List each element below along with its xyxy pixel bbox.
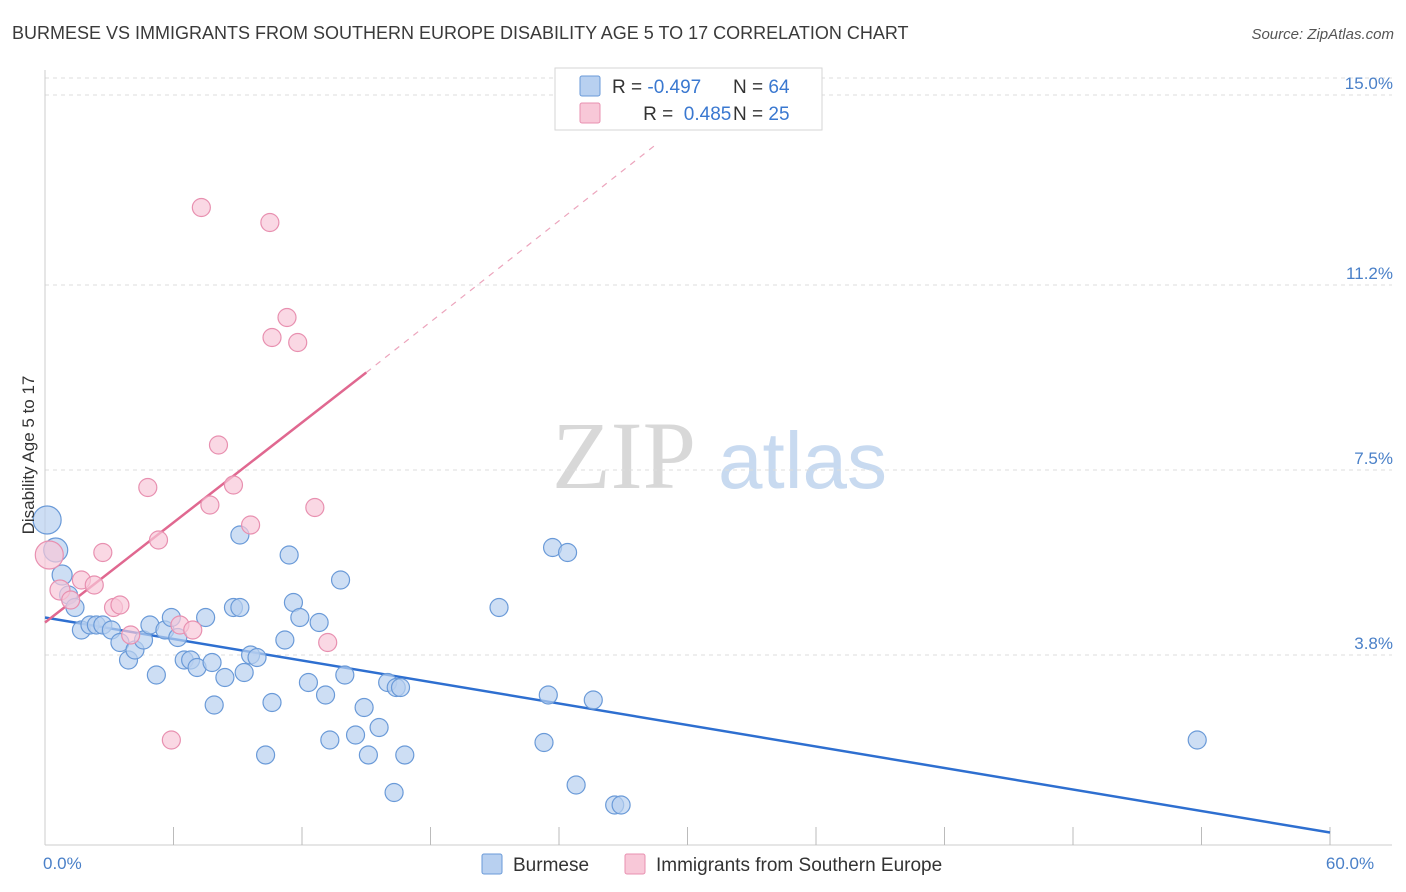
y-tick-label: 15.0%	[1345, 74, 1393, 93]
point-burmese	[255, 745, 276, 765]
trend-line-southern-europe	[365, 144, 656, 373]
trend-line-burmese	[44, 616, 1331, 834]
y-tick-label: 7.5%	[1354, 449, 1393, 468]
legend-swatch-southern-europe	[579, 102, 601, 124]
point-burmese	[215, 667, 235, 688]
point-burmese	[354, 697, 374, 718]
point-southern-europe	[223, 475, 244, 495]
point-burmese	[538, 685, 558, 705]
point-burmese	[566, 775, 586, 795]
point-southern-europe	[260, 212, 280, 233]
legend-n-value: 64	[768, 77, 790, 98]
watermark-atlas: atlas	[718, 416, 887, 505]
point-burmese	[275, 630, 295, 650]
legend-r-label: R =	[643, 104, 678, 125]
svg-text:N = 25: N = 25	[733, 104, 790, 125]
point-southern-europe	[200, 495, 220, 515]
point-burmese	[335, 665, 355, 685]
point-southern-europe	[262, 327, 282, 348]
point-southern-europe	[93, 542, 113, 563]
point-burmese	[534, 732, 554, 753]
point-southern-europe	[161, 730, 181, 750]
chart-title: BURMESE VS IMMIGRANTS FROM SOUTHERN EURO…	[12, 23, 909, 43]
point-burmese	[345, 725, 366, 745]
point-burmese	[234, 662, 254, 683]
point-burmese	[32, 505, 62, 535]
series-legend: Burmese Immigrants from Southern Europe	[481, 853, 942, 876]
point-burmese	[298, 672, 319, 693]
point-burmese	[489, 597, 509, 618]
point-southern-europe	[121, 625, 141, 645]
x-tick-label: 60.0%	[1326, 854, 1374, 873]
legend-swatch-southern-europe	[624, 853, 646, 875]
point-southern-europe	[183, 620, 203, 640]
point-burmese	[315, 685, 336, 705]
point-burmese	[146, 665, 166, 685]
point-burmese	[384, 782, 404, 803]
legend-n-label: N =	[733, 77, 768, 98]
point-burmese	[1187, 730, 1207, 750]
point-southern-europe	[138, 477, 158, 498]
point-southern-europe	[61, 590, 81, 610]
legend-swatch-burmese	[481, 853, 503, 875]
gridlines	[45, 77, 1392, 656]
point-burmese	[204, 695, 224, 715]
point-burmese	[320, 730, 340, 750]
point-southern-europe	[241, 515, 261, 535]
legend-r-label: R =	[612, 77, 647, 98]
point-southern-europe	[208, 435, 229, 455]
legend-label-burmese: Burmese	[513, 855, 589, 876]
svg-text:R = 0.485: R = 0.485	[612, 104, 754, 125]
point-southern-europe	[305, 497, 325, 518]
chart-source: Source: ZipAtlas.com	[1251, 26, 1394, 43]
x-tick-label: 0.0%	[43, 854, 82, 873]
legend-swatch-burmese	[579, 75, 601, 97]
point-southern-europe	[277, 307, 297, 328]
svg-text:N = 64: N = 64	[733, 77, 790, 98]
legend-n-value: 25	[768, 104, 789, 125]
point-southern-europe	[288, 332, 308, 353]
point-burmese	[202, 652, 222, 673]
legend-r-value: 0.485	[679, 104, 732, 125]
point-burmese	[330, 570, 351, 590]
point-southern-europe	[34, 540, 64, 570]
stats-legend: R = -0.497 N = 64 R = 0.485 N = 25	[554, 67, 823, 131]
point-southern-europe	[84, 575, 104, 595]
y-tick-label: 11.2%	[1346, 264, 1393, 283]
point-burmese	[230, 597, 250, 618]
axes	[44, 70, 1392, 846]
point-burmese	[262, 692, 282, 713]
point-burmese	[309, 612, 329, 633]
point-southern-europe	[318, 632, 338, 653]
svg-text:R = -0.497: R = -0.497	[612, 77, 701, 98]
point-burmese	[290, 607, 310, 628]
point-burmese	[279, 545, 299, 565]
y-tick-label: 3.8%	[1354, 634, 1393, 653]
point-southern-europe	[110, 595, 130, 615]
point-burmese	[390, 677, 411, 698]
watermark-zip: ZIP	[552, 402, 696, 509]
y-tick-labels: 3.8% 7.5% 11.2% 15.0%	[1345, 74, 1393, 653]
legend-n-label: N =	[733, 104, 768, 125]
point-burmese	[358, 745, 378, 765]
point-burmese	[196, 607, 216, 628]
y-axis-label: Disability Age 5 to 17	[19, 376, 38, 535]
legend-label-southern-europe: Immigrants from Southern Europe	[656, 855, 942, 876]
point-burmese	[611, 795, 631, 815]
legend-r-value: -0.497	[647, 77, 701, 98]
point-burmese	[583, 690, 603, 710]
point-burmese	[369, 717, 389, 738]
point-southern-europe	[191, 197, 211, 218]
point-burmese	[247, 647, 267, 668]
point-burmese	[395, 745, 415, 765]
x-tick-labels: 0.0% 60.0%	[43, 854, 1374, 873]
data-points	[32, 197, 1207, 815]
point-burmese	[557, 542, 578, 563]
point-southern-europe	[148, 530, 169, 550]
